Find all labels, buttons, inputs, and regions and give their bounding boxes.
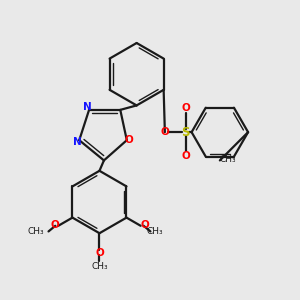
Text: CH₃: CH₃ [91,262,108,271]
Text: O: O [125,135,134,145]
Text: CH₃: CH₃ [220,155,236,164]
Text: N: N [83,103,92,112]
Text: N: N [73,137,81,147]
Text: CH₃: CH₃ [147,227,163,236]
Text: CH₃: CH₃ [27,227,44,236]
Text: O: O [160,127,169,137]
Text: O: O [181,103,190,113]
Text: S: S [182,126,190,139]
Text: O: O [95,248,104,258]
Text: O: O [181,151,190,161]
Text: O: O [50,220,59,230]
Text: O: O [140,220,149,230]
